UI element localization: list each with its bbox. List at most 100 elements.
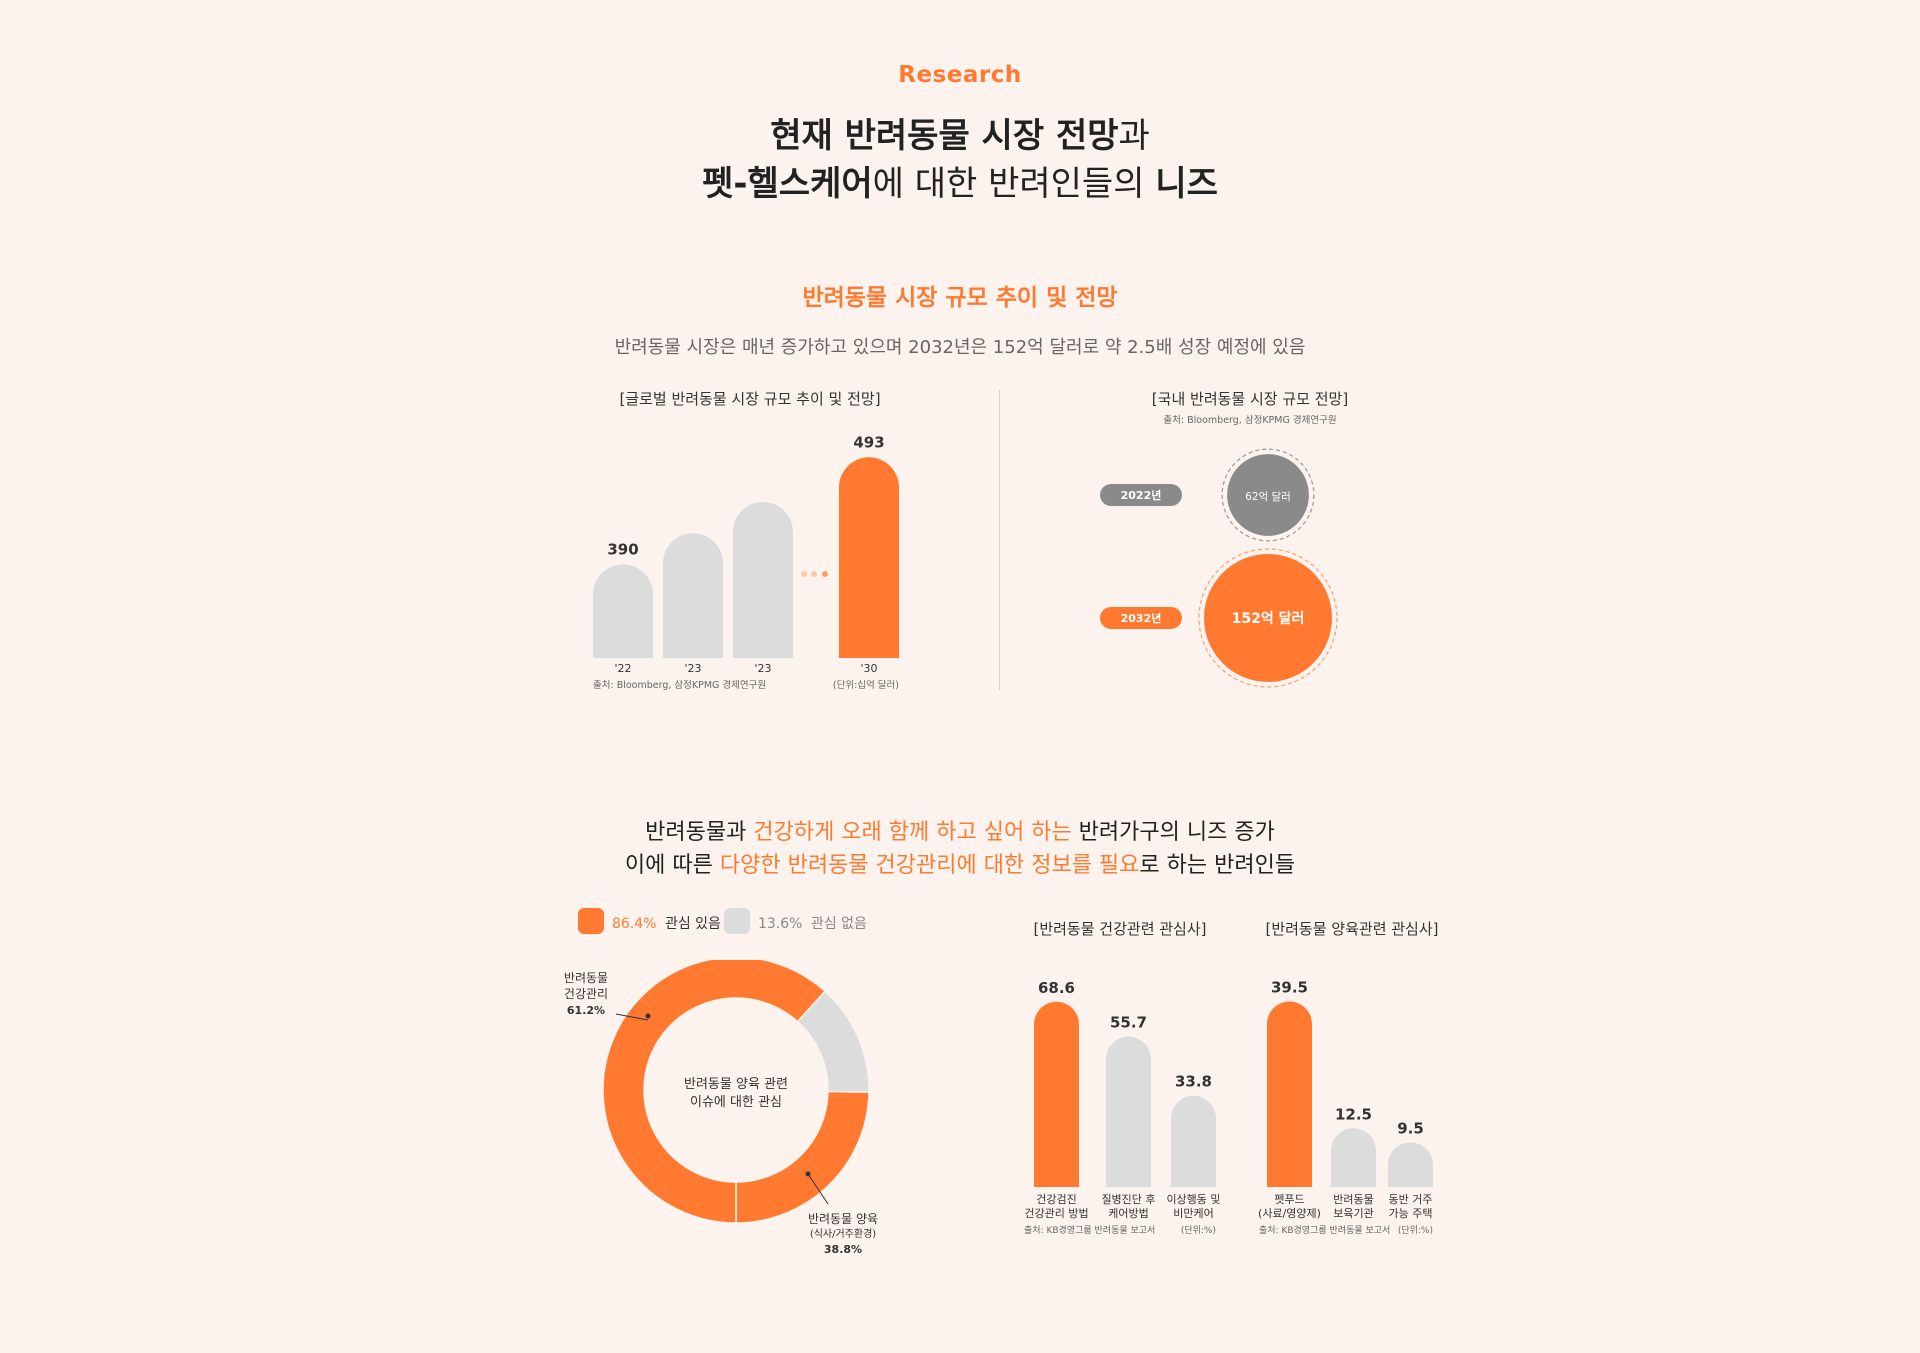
chart-source: 출처: KB경영그룹 반려동물 보고서 [1024, 1224, 1155, 1236]
bar-value-label-0: 39.5 [1271, 979, 1308, 997]
title-bold-1: 현재 반려동물 시장 전망 [770, 116, 1119, 156]
year-pill-label-0: 2022년 [1121, 488, 1162, 502]
care-chart-title: [반려동물 양육관련 관심사] [1265, 920, 1439, 938]
x-tick-label-0: '22 [614, 662, 631, 675]
global-chart-title: [글로벌 반려동물 시장 규모 추이 및 전망] [619, 390, 881, 408]
domestic-chart-source: 출처: Bloomberg, 삼정KPMG 경제연구원 [1163, 415, 1337, 426]
needs-line1: 반려동물과 건강하게 오래 함께 하고 싶어 하는 반려가구의 니즈 증가 [0, 814, 1920, 846]
x-tick-label-1-a: 반려동물 [1333, 1193, 1373, 1206]
section1-title: 반려동물 시장 규모 추이 및 전망 [802, 285, 1118, 311]
legend-swatch-not-interested [724, 908, 750, 934]
bar-value-label-2: 9.5 [1397, 1119, 1424, 1137]
health-slice-pct: 61.2% [567, 1004, 605, 1017]
bar-0 [593, 564, 653, 658]
health-chart-title: [반려동물 건강관련 관심사] [1033, 920, 1207, 938]
bar-0 [1267, 1001, 1312, 1187]
legend-not-interested-label: 관심 없음 [810, 916, 867, 932]
bar-1 [1106, 1036, 1151, 1187]
bubble-ring-1 [1198, 548, 1338, 688]
legend-interested-pct: 86.4% [612, 916, 657, 932]
research-eyebrow: Research [898, 62, 1022, 88]
year-pill-label-1: 2032년 [1121, 611, 1162, 625]
needs-line2-highlight: 다양한 반려동물 건강관리에 대한 정보를 필요 [719, 853, 1140, 878]
ellipsis-dot-2 [822, 571, 828, 577]
x-tick-label-0-a: 건강검진 [1036, 1193, 1076, 1206]
x-tick-label-2-b: 비만케어 [1173, 1207, 1213, 1220]
donut-center-label-2: 이슈에 대한 관심 [690, 1095, 782, 1110]
year-pill-1 [1100, 607, 1182, 629]
x-tick-label-2-b: 가능 주택 [1389, 1207, 1433, 1220]
health-slice-label-1: 반려동물 [564, 971, 608, 985]
legend-swatch-interested [578, 908, 604, 934]
title-rest-1: 과 [1118, 116, 1150, 156]
care-slice-label-1: 반려동물 양육 [808, 1212, 878, 1226]
ellipsis-dot-1 [811, 571, 817, 577]
care-callout-dot [805, 1171, 811, 1177]
x-tick-label-0-b: 건강관리 방법 [1024, 1207, 1088, 1220]
bubble-label-0: 62억 달러 [1245, 491, 1291, 503]
legend-not-interested: 13.6% 관심 없음 [758, 913, 867, 933]
bar-value-label-2: 33.8 [1175, 1073, 1212, 1091]
bar-0 [1034, 1001, 1079, 1187]
bar-1 [663, 533, 723, 658]
divider [999, 390, 1000, 690]
bar-value-label-1: 12.5 [1335, 1105, 1372, 1123]
needs-line1-a: 반려동물과 [645, 820, 754, 845]
bubble-1 [1204, 554, 1332, 682]
x-tick-label-1-b: 보육기관 [1333, 1207, 1373, 1220]
title-rest-2: 에 대한 반려인들의 [872, 164, 1156, 204]
care-slice-pct: 38.8% [824, 1243, 862, 1256]
x-tick-label-0-a: 펫푸드 [1274, 1193, 1304, 1206]
domestic-chart-title: [국내 반려동물 시장 규모 전망] [1151, 390, 1349, 408]
page-title-line1: 현재 반려동물 시장 전망과 [0, 112, 1920, 160]
needs-line1-c: 반려가구의 니즈 증가 [1071, 820, 1275, 845]
legend-interested-label: 관심 있음 [664, 916, 721, 932]
title-bold-3: 니즈 [1155, 164, 1218, 204]
bar-2 [1388, 1142, 1433, 1187]
ellipsis-dot-0 [801, 571, 807, 577]
needs-line2-a: 이에 따른 [624, 853, 720, 878]
needs-line2: 이에 따른 다양한 반려동물 건강관리에 대한 정보를 필요로 하는 반려인들 [0, 847, 1920, 879]
bar-3 [839, 457, 899, 658]
x-tick-label-1-b: 케어방법 [1108, 1207, 1148, 1220]
year-pill-0 [1100, 484, 1182, 506]
health-callout-dot [645, 1013, 651, 1019]
section1-subtitle: 반려동물 시장은 매년 증가하고 있으며 2032년은 152억 달러로 약 2… [614, 337, 1306, 358]
donut-slice-health [602, 960, 827, 1224]
x-tick-label-2-a: 이상행동 및 [1166, 1193, 1220, 1206]
bar-2 [1171, 1095, 1216, 1187]
care-callout-line [807, 1173, 829, 1205]
global-chart-unit: (단위:십억 달러) [833, 679, 899, 691]
chart-unit: (단위:%) [1398, 1225, 1433, 1236]
bubble-ring-0 [1221, 448, 1315, 542]
health-callout-line [615, 1013, 649, 1021]
legend-interested: 86.4% 관심 있음 [612, 913, 721, 933]
x-tick-label-2: '23 [754, 662, 771, 675]
x-tick-label-0-b: (사료/영양제) [1258, 1207, 1321, 1220]
donut-slice-care [735, 1090, 870, 1224]
bar-2 [733, 502, 793, 658]
x-tick-label-1: '23 [684, 662, 701, 675]
bar-value-label-3: 493 [853, 433, 884, 451]
global-market-bar-chart: 390 '22 '23 '23 493 '30 출처: Bloomberg, 삼정KPMG … [593, 433, 899, 691]
bar-1 [1331, 1128, 1376, 1187]
bar-value-label-0: 390 [607, 540, 638, 558]
chart-unit: (단위:%) [1181, 1225, 1216, 1236]
chart-source: 출처: KB경영그룹 반려동물 보고서 [1259, 1224, 1390, 1236]
needs-line2-c: 로 하는 반려인들 [1139, 853, 1296, 878]
bar-value-label-1: 55.7 [1110, 1014, 1147, 1032]
care-slice-label-2: (식사/거주환경) [810, 1227, 876, 1240]
domestic-market-bubble-chart: 2022년 62억 달러 2032년 152억 달러 [1100, 448, 1338, 688]
needs-line1-highlight: 건강하게 오래 함께 하고 싶어 하는 [753, 820, 1072, 845]
x-tick-label-1-a: 질병진단 후 [1101, 1193, 1155, 1206]
legend-not-interested-pct: 13.6% [758, 916, 803, 932]
x-tick-label-2-a: 동반 거주 [1389, 1193, 1433, 1206]
page-title-line2: 펫-헬스케어에 대한 반려인들의 니즈 [0, 160, 1920, 208]
bubble-0 [1227, 454, 1309, 536]
global-chart-source: 출처: Bloomberg, 삼정KPMG 경제연구원 [593, 679, 766, 691]
bubble-label-1: 152억 달러 [1232, 611, 1305, 627]
bar-value-label-0: 68.6 [1038, 979, 1075, 997]
title-bold-2: 펫-헬스케어 [702, 164, 873, 204]
